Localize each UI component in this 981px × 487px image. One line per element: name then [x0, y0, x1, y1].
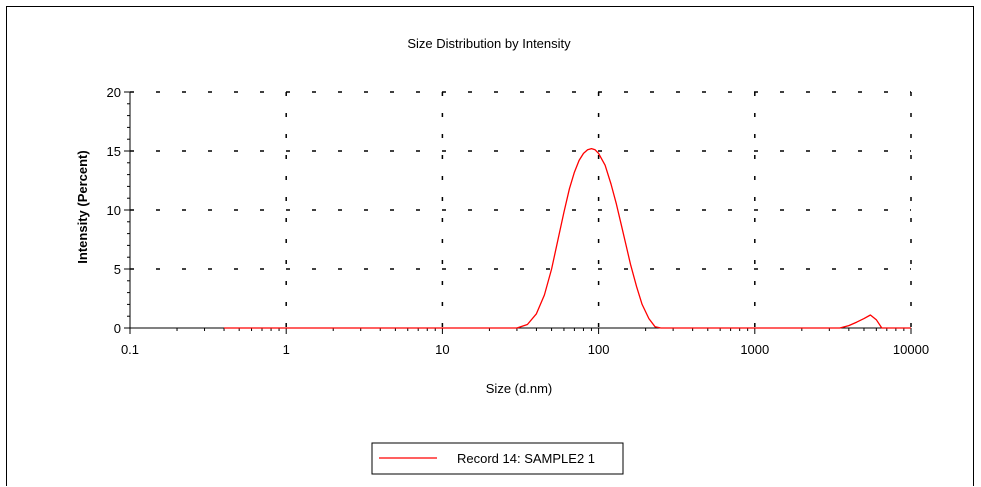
y-tick-label: 15 [107, 144, 121, 159]
data-point [574, 172, 575, 173]
y-tick-label: 10 [107, 203, 121, 218]
x-tick-label: 100 [588, 342, 610, 357]
data-point [839, 327, 840, 328]
data-point [604, 165, 605, 166]
data-point [569, 188, 570, 189]
data-point [856, 322, 857, 323]
grid-lines [130, 91, 912, 328]
data-point [648, 318, 649, 319]
data-point [616, 204, 617, 205]
x-tick-label: 0.1 [121, 342, 139, 357]
axis-ticks [124, 91, 912, 334]
data-point [876, 319, 877, 320]
size-distribution-chart: Size Distribution by Intensity 051015200… [75, 36, 930, 475]
x-tick-label: 1000 [740, 342, 769, 357]
data-point [595, 149, 596, 150]
y-tick-label: 5 [114, 262, 121, 277]
data-point [660, 327, 661, 328]
data-point [630, 264, 631, 265]
data-point [863, 318, 864, 319]
data-point [642, 304, 643, 305]
data-point [655, 326, 656, 327]
data-point [516, 327, 517, 328]
y-tick-label: 20 [107, 85, 121, 100]
series-line [224, 147, 911, 329]
data-point [610, 183, 611, 184]
data-point [598, 153, 599, 154]
y-tick-label: 0 [114, 321, 121, 336]
data-point [557, 239, 558, 240]
data-point [621, 225, 622, 226]
data-point [881, 327, 882, 328]
chart-title: Size Distribution by Intensity [407, 36, 571, 51]
data-point [527, 324, 528, 325]
data-point [870, 314, 871, 315]
data-point [848, 325, 849, 326]
data-point [583, 153, 584, 154]
x-tick-label: 10000 [893, 342, 929, 357]
data-point [442, 327, 443, 328]
x-axis-label: Size (d.nm) [486, 381, 552, 396]
chart-frame: Size Distribution by Intensity 0 5 10 15 20 0… [6, 6, 974, 486]
data-point [578, 160, 579, 161]
data-series [223, 147, 911, 329]
data-point [223, 327, 224, 328]
data-point [626, 245, 627, 246]
data-point [591, 148, 592, 149]
data-point [544, 294, 545, 295]
data-point [754, 327, 755, 328]
data-point [910, 327, 911, 328]
data-point [536, 313, 537, 314]
x-tick-label: 10 [435, 342, 449, 357]
legend-label: Record 14: SAMPLE2 1 [457, 451, 595, 466]
data-point [551, 268, 552, 269]
data-point [563, 212, 564, 213]
x-tick-label: 1 [283, 342, 290, 357]
tick-labels: 0 5 10 15 20 0.1 1 10 100 1000 10000 [107, 85, 930, 357]
y-axis-label: Intensity (Percent) [75, 150, 90, 263]
data-point [587, 149, 588, 150]
legend: Record 14: SAMPLE2 1 [371, 442, 624, 475]
data-point [636, 286, 637, 287]
